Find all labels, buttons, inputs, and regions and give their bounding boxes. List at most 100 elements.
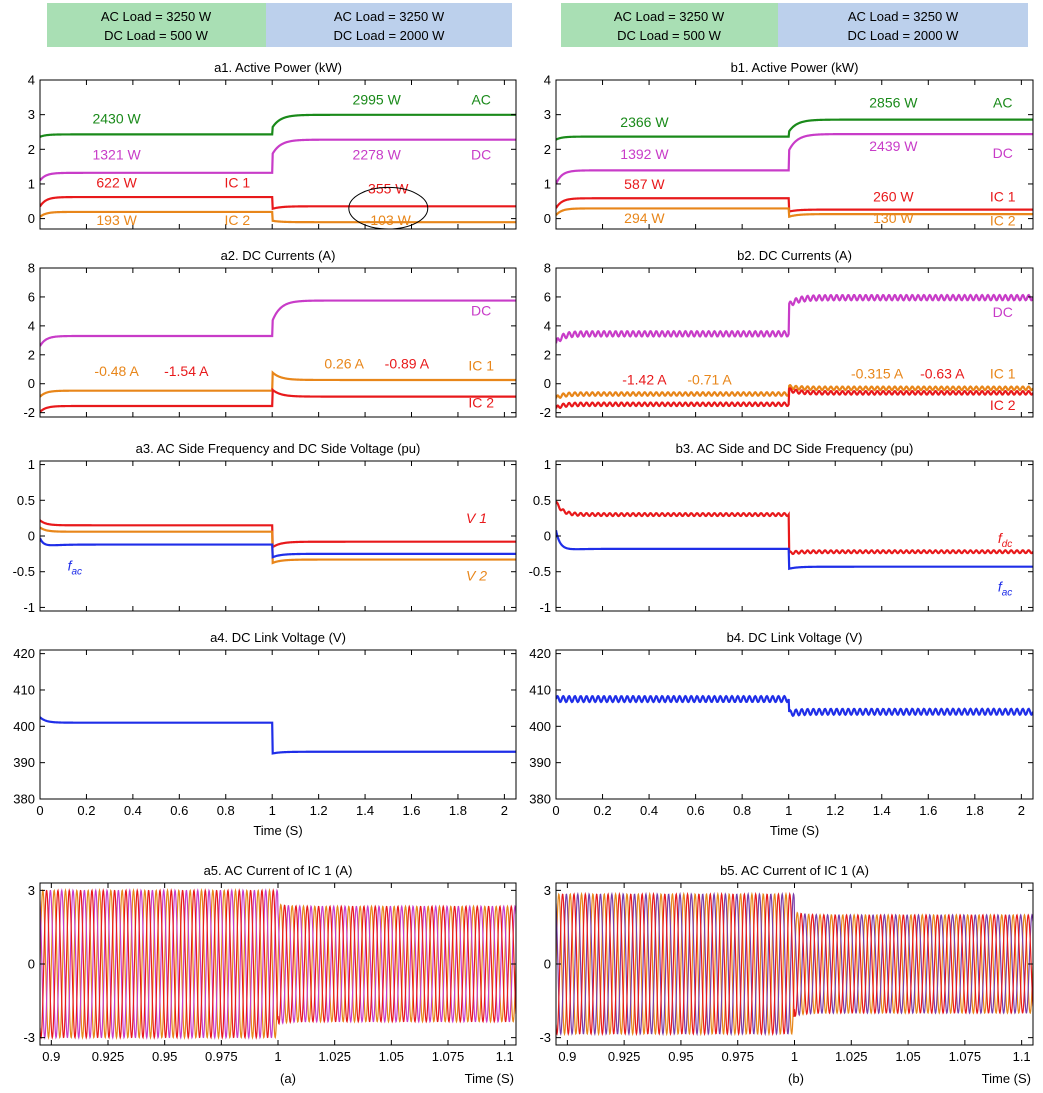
axes-frame xyxy=(555,460,1034,612)
x-tick-label: 1.075 xyxy=(949,1049,982,1064)
header-a-left-box xyxy=(47,3,266,47)
series-line-ic-1 xyxy=(556,197,1033,213)
plot-area xyxy=(40,113,516,224)
x-tick-label: 1.2 xyxy=(826,803,844,818)
x-tick-label: 0.9 xyxy=(558,1049,576,1064)
highlight-ellipse xyxy=(348,186,429,230)
plot-area xyxy=(40,299,516,413)
y-tick-label: 6 xyxy=(544,289,551,304)
annotation: 1321 W xyxy=(92,147,141,163)
header-b-left-line2: DC Load = 500 W xyxy=(617,28,721,43)
x-axis-label: Time (S) xyxy=(253,823,302,838)
y-tick-label: 0 xyxy=(544,211,551,226)
axes-frame xyxy=(39,649,517,800)
x-tick-label: 1.8 xyxy=(966,803,984,818)
y-tick-label: -2 xyxy=(539,405,551,420)
series-line-dc xyxy=(556,293,1033,344)
annotation: AC xyxy=(471,91,490,107)
y-tick-label: -1 xyxy=(539,600,551,615)
caption-b: (b) xyxy=(788,1071,804,1086)
series-line-ac xyxy=(40,113,516,138)
plot-area xyxy=(556,293,1033,410)
caption-a: (a) xyxy=(280,1071,296,1086)
annotation: -0.71 A xyxy=(687,371,732,387)
y-tick-label: 0 xyxy=(28,529,35,544)
chart-panels: a1. Active Power (kW) 0 1 2 3 4 2430 W 2995 W AC… xyxy=(13,60,1034,1086)
header-b-right-box xyxy=(778,3,1028,47)
axes-frame xyxy=(555,649,1034,800)
series-line-ac xyxy=(556,118,1033,141)
y-tick-label: 0 xyxy=(544,957,551,972)
series-line-f_dc xyxy=(556,500,1033,556)
x-tick-label: 0.925 xyxy=(92,1049,125,1064)
x-tick-label: 0.925 xyxy=(608,1049,641,1064)
y-tick-label: 400 xyxy=(529,719,551,734)
y-tick-label: 0 xyxy=(28,376,35,391)
series-line-dc xyxy=(556,132,1033,185)
annotation: V 1 xyxy=(466,510,487,526)
header-b-right-line2: DC Load = 2000 W xyxy=(848,28,960,43)
x-tick-label: 2 xyxy=(1018,803,1025,818)
y-tick-label: -2 xyxy=(23,405,35,420)
y-tick-label: 400 xyxy=(13,719,35,734)
series-line-ic-2 xyxy=(40,210,516,224)
axes-frame xyxy=(39,79,517,230)
header-b-left-box xyxy=(561,3,778,47)
x-axis-label: Time (S) xyxy=(770,823,819,838)
series-line-phase-a xyxy=(40,887,516,1041)
series-line-phase-c xyxy=(40,888,516,1040)
x-tick-label: 1.025 xyxy=(835,1049,868,1064)
y-tick-label: 2 xyxy=(544,142,551,157)
x-tick-label: 0.2 xyxy=(77,803,95,818)
x-axis-label: Time (S) xyxy=(982,1071,1031,1086)
annotation: 130 W xyxy=(873,210,914,226)
x-tick-label: 0.4 xyxy=(124,803,142,818)
y-tick-label: 4 xyxy=(28,318,35,333)
x-axis-label: Time (S) xyxy=(465,1071,514,1086)
plot-area xyxy=(40,887,516,1041)
series-line-ic-2 xyxy=(556,387,1033,410)
y-tick-label: 2 xyxy=(28,347,35,362)
axes-frame xyxy=(555,267,1034,418)
axes-frame xyxy=(39,460,517,612)
annotation: 587 W xyxy=(624,176,665,192)
plot-area xyxy=(556,500,1033,571)
y-tick-label: 0.5 xyxy=(17,493,35,508)
annotation: 2430 W xyxy=(92,110,141,126)
x-tick-label: 1.2 xyxy=(310,803,328,818)
annotation: -0.89 A xyxy=(385,356,430,372)
annotation: IC 2 xyxy=(468,395,494,411)
y-tick-label: 3 xyxy=(28,107,35,122)
chart-panel-1: b1. Active Power (kW) 0 1 2 3 4 2366 W 2856 W AC… xyxy=(544,60,1034,230)
y-tick-label: 390 xyxy=(13,755,35,770)
annotation: V 2 xyxy=(466,567,487,583)
annotation: fac xyxy=(68,557,82,577)
annotation: -0.63 A xyxy=(920,366,965,382)
header-a-right-line1: AC Load = 3250 W xyxy=(334,9,445,24)
series-line-ic-1 xyxy=(40,370,516,398)
chart-panel-3: b2. DC Currents (A) -2 0 2 4 6 8 DC -1.42 A -0.71… xyxy=(539,248,1034,420)
annotation: 294 W xyxy=(624,210,665,226)
annotation: 2995 W xyxy=(353,91,402,107)
series-line-ic-1 xyxy=(556,384,1033,399)
series-line-v-1 xyxy=(40,519,516,550)
annotation: DC xyxy=(471,303,491,319)
series-line-ic-2 xyxy=(40,387,516,413)
plot-area xyxy=(556,891,1033,1037)
annotation: IC 2 xyxy=(225,212,251,228)
annotation: -1.54 A xyxy=(164,363,209,379)
y-tick-label: 3 xyxy=(544,107,551,122)
x-tick-label: 1 xyxy=(269,803,276,818)
series-line-phase-c xyxy=(556,891,1033,1037)
x-tick-label: 1 xyxy=(274,1049,281,1064)
annotation: IC 1 xyxy=(225,174,251,190)
chart-panel-5: b3. AC Side and DC Side Frequency (pu) -1… xyxy=(529,441,1034,615)
annotation: 2856 W xyxy=(869,95,918,111)
x-tick-label: 0.975 xyxy=(721,1049,754,1064)
axes-frame xyxy=(555,79,1034,230)
y-tick-label: 410 xyxy=(13,682,35,697)
header-a-right-line2: DC Load = 2000 W xyxy=(334,28,446,43)
x-tick-label: 2 xyxy=(501,803,508,818)
chart-panel-9: b5. AC Current of IC 1 (A) -3 0 3 0.9 0.925 0.… xyxy=(539,863,1034,1086)
